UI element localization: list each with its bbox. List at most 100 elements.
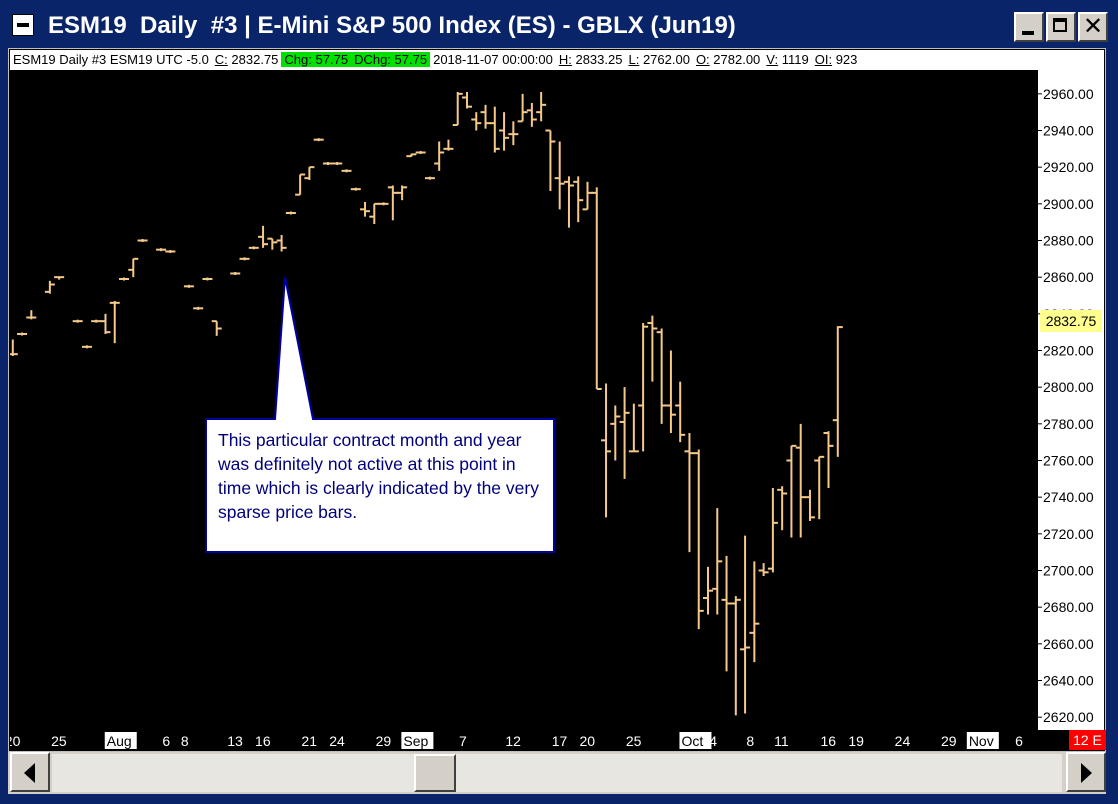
month-label-box (679, 732, 712, 749)
price-bar (767, 488, 778, 573)
chg-label: Chg: (284, 52, 312, 67)
price-plot[interactable] (10, 70, 1038, 730)
price-tick-label: 2820.00 (1043, 343, 1094, 359)
chart-area[interactable] (8, 48, 1106, 752)
price-tick-label: 2740.00 (1043, 489, 1094, 505)
price-bar (814, 455, 825, 520)
date-tick-label: 12 (505, 733, 521, 749)
price-bar (471, 112, 482, 131)
price-tick-label: 2880.00 (1043, 233, 1094, 249)
window-menu-icon[interactable] (12, 14, 34, 36)
price-tick-label: 2680.00 (1043, 599, 1094, 615)
price-bar (693, 449, 704, 630)
last-price-tag: 2832.75 (1040, 310, 1102, 332)
price-bar (582, 181, 593, 211)
high-value: 2833.25 (575, 52, 623, 67)
price-bar (137, 239, 148, 242)
price-bar (749, 561, 760, 663)
date-tick-label: Aug (107, 733, 132, 749)
price-bar (443, 139, 454, 151)
price-bar (10, 339, 18, 356)
price-bar (360, 202, 371, 217)
date-tick-label: 29 (941, 733, 957, 749)
price-tick-label: 2800.00 (1043, 379, 1094, 395)
date-tick-label: 7 (459, 733, 467, 749)
close-button[interactable]: ✕ (1078, 12, 1108, 42)
price-bar (26, 310, 37, 320)
symbol-label: ESM19 Daily #3 ESM19 UTC -5.0 (13, 52, 209, 67)
price-bar (424, 176, 435, 180)
price-bar (823, 431, 834, 488)
price-bar (415, 151, 426, 154)
close-value: 2832.75 (231, 52, 279, 67)
price-bar (91, 319, 102, 323)
price-bar (322, 162, 333, 165)
price-axis[interactable]: 2960.00 2940.00 2920.00 2900.00 2880.00 2860.… (1038, 50, 1104, 730)
price-bar (304, 166, 315, 180)
close-icon: ✕ (1083, 12, 1104, 40)
price-bar (656, 328, 667, 424)
price-bar (267, 237, 278, 250)
price-bar (350, 187, 361, 191)
low-label: L: (628, 52, 640, 67)
date-tick-label: 19 (848, 733, 864, 749)
price-bar (119, 277, 130, 281)
date-tick-label: 25 (51, 733, 67, 749)
price-bar (397, 185, 408, 201)
price-bar (730, 596, 741, 716)
price-bar (684, 433, 695, 553)
price-bar (499, 112, 510, 151)
callout-text: This particular contract month and year … (218, 430, 539, 522)
date-tick-label: 24 (895, 733, 911, 749)
date-tick-label: 16 (255, 733, 271, 749)
price-bar (369, 202, 380, 224)
price-bar (72, 319, 83, 323)
price-bar (526, 103, 537, 127)
price-bar (54, 276, 65, 280)
date-tick-label: 6 (162, 733, 170, 749)
price-bar (647, 315, 658, 382)
maximize-button[interactable] (1046, 12, 1076, 42)
price-bar (387, 185, 398, 221)
price-bar (591, 187, 602, 390)
price-bar (341, 169, 352, 173)
price-bar (480, 104, 491, 129)
price-bar (554, 141, 565, 210)
price-bar (665, 350, 676, 433)
price-bar (508, 121, 519, 146)
date-tick-label: 25 (626, 733, 642, 749)
arrow-left-icon (24, 763, 35, 783)
price-bar (619, 387, 630, 479)
minimize-button[interactable] (1014, 12, 1044, 42)
price-bar (211, 320, 222, 336)
price-bar (109, 301, 120, 344)
oi-label: OI: (814, 52, 833, 67)
date-tick-label: 20 (579, 733, 595, 749)
price-bar (128, 257, 139, 278)
time-zone-tag: 12 E (1069, 730, 1106, 750)
price-bar (638, 323, 649, 452)
title-bar[interactable]: ESM19 Daily #3 | E-Mini S&P 500 Index (E… (2, 2, 1116, 48)
dchg-label: DChg: (354, 52, 391, 67)
price-bar (44, 280, 55, 294)
scroll-thumb[interactable] (414, 754, 456, 792)
scroll-left-button[interactable] (10, 752, 50, 792)
date-tick-label: 8 (181, 733, 189, 749)
open-label: O: (695, 52, 710, 67)
price-bar (703, 566, 714, 615)
price-bar (675, 381, 686, 443)
price-bar (461, 92, 472, 109)
horizontal-scrollbar[interactable] (8, 752, 1106, 794)
volume-label: V: (766, 52, 779, 67)
date-axis[interactable]: 2025Aug681316212429Sep712172025Oct481116… (5, 730, 1104, 750)
date-tick-label: Oct (681, 733, 703, 749)
arrow-right-icon (1081, 763, 1092, 783)
price-bar (434, 141, 445, 171)
scroll-track[interactable] (52, 754, 1062, 792)
price-tick-label: 2760.00 (1043, 453, 1094, 469)
price-bar (721, 555, 732, 672)
scroll-right-button[interactable] (1066, 752, 1106, 792)
price-tick-label: 2780.00 (1043, 416, 1094, 432)
price-bar (786, 444, 797, 538)
price-bar (17, 332, 28, 336)
